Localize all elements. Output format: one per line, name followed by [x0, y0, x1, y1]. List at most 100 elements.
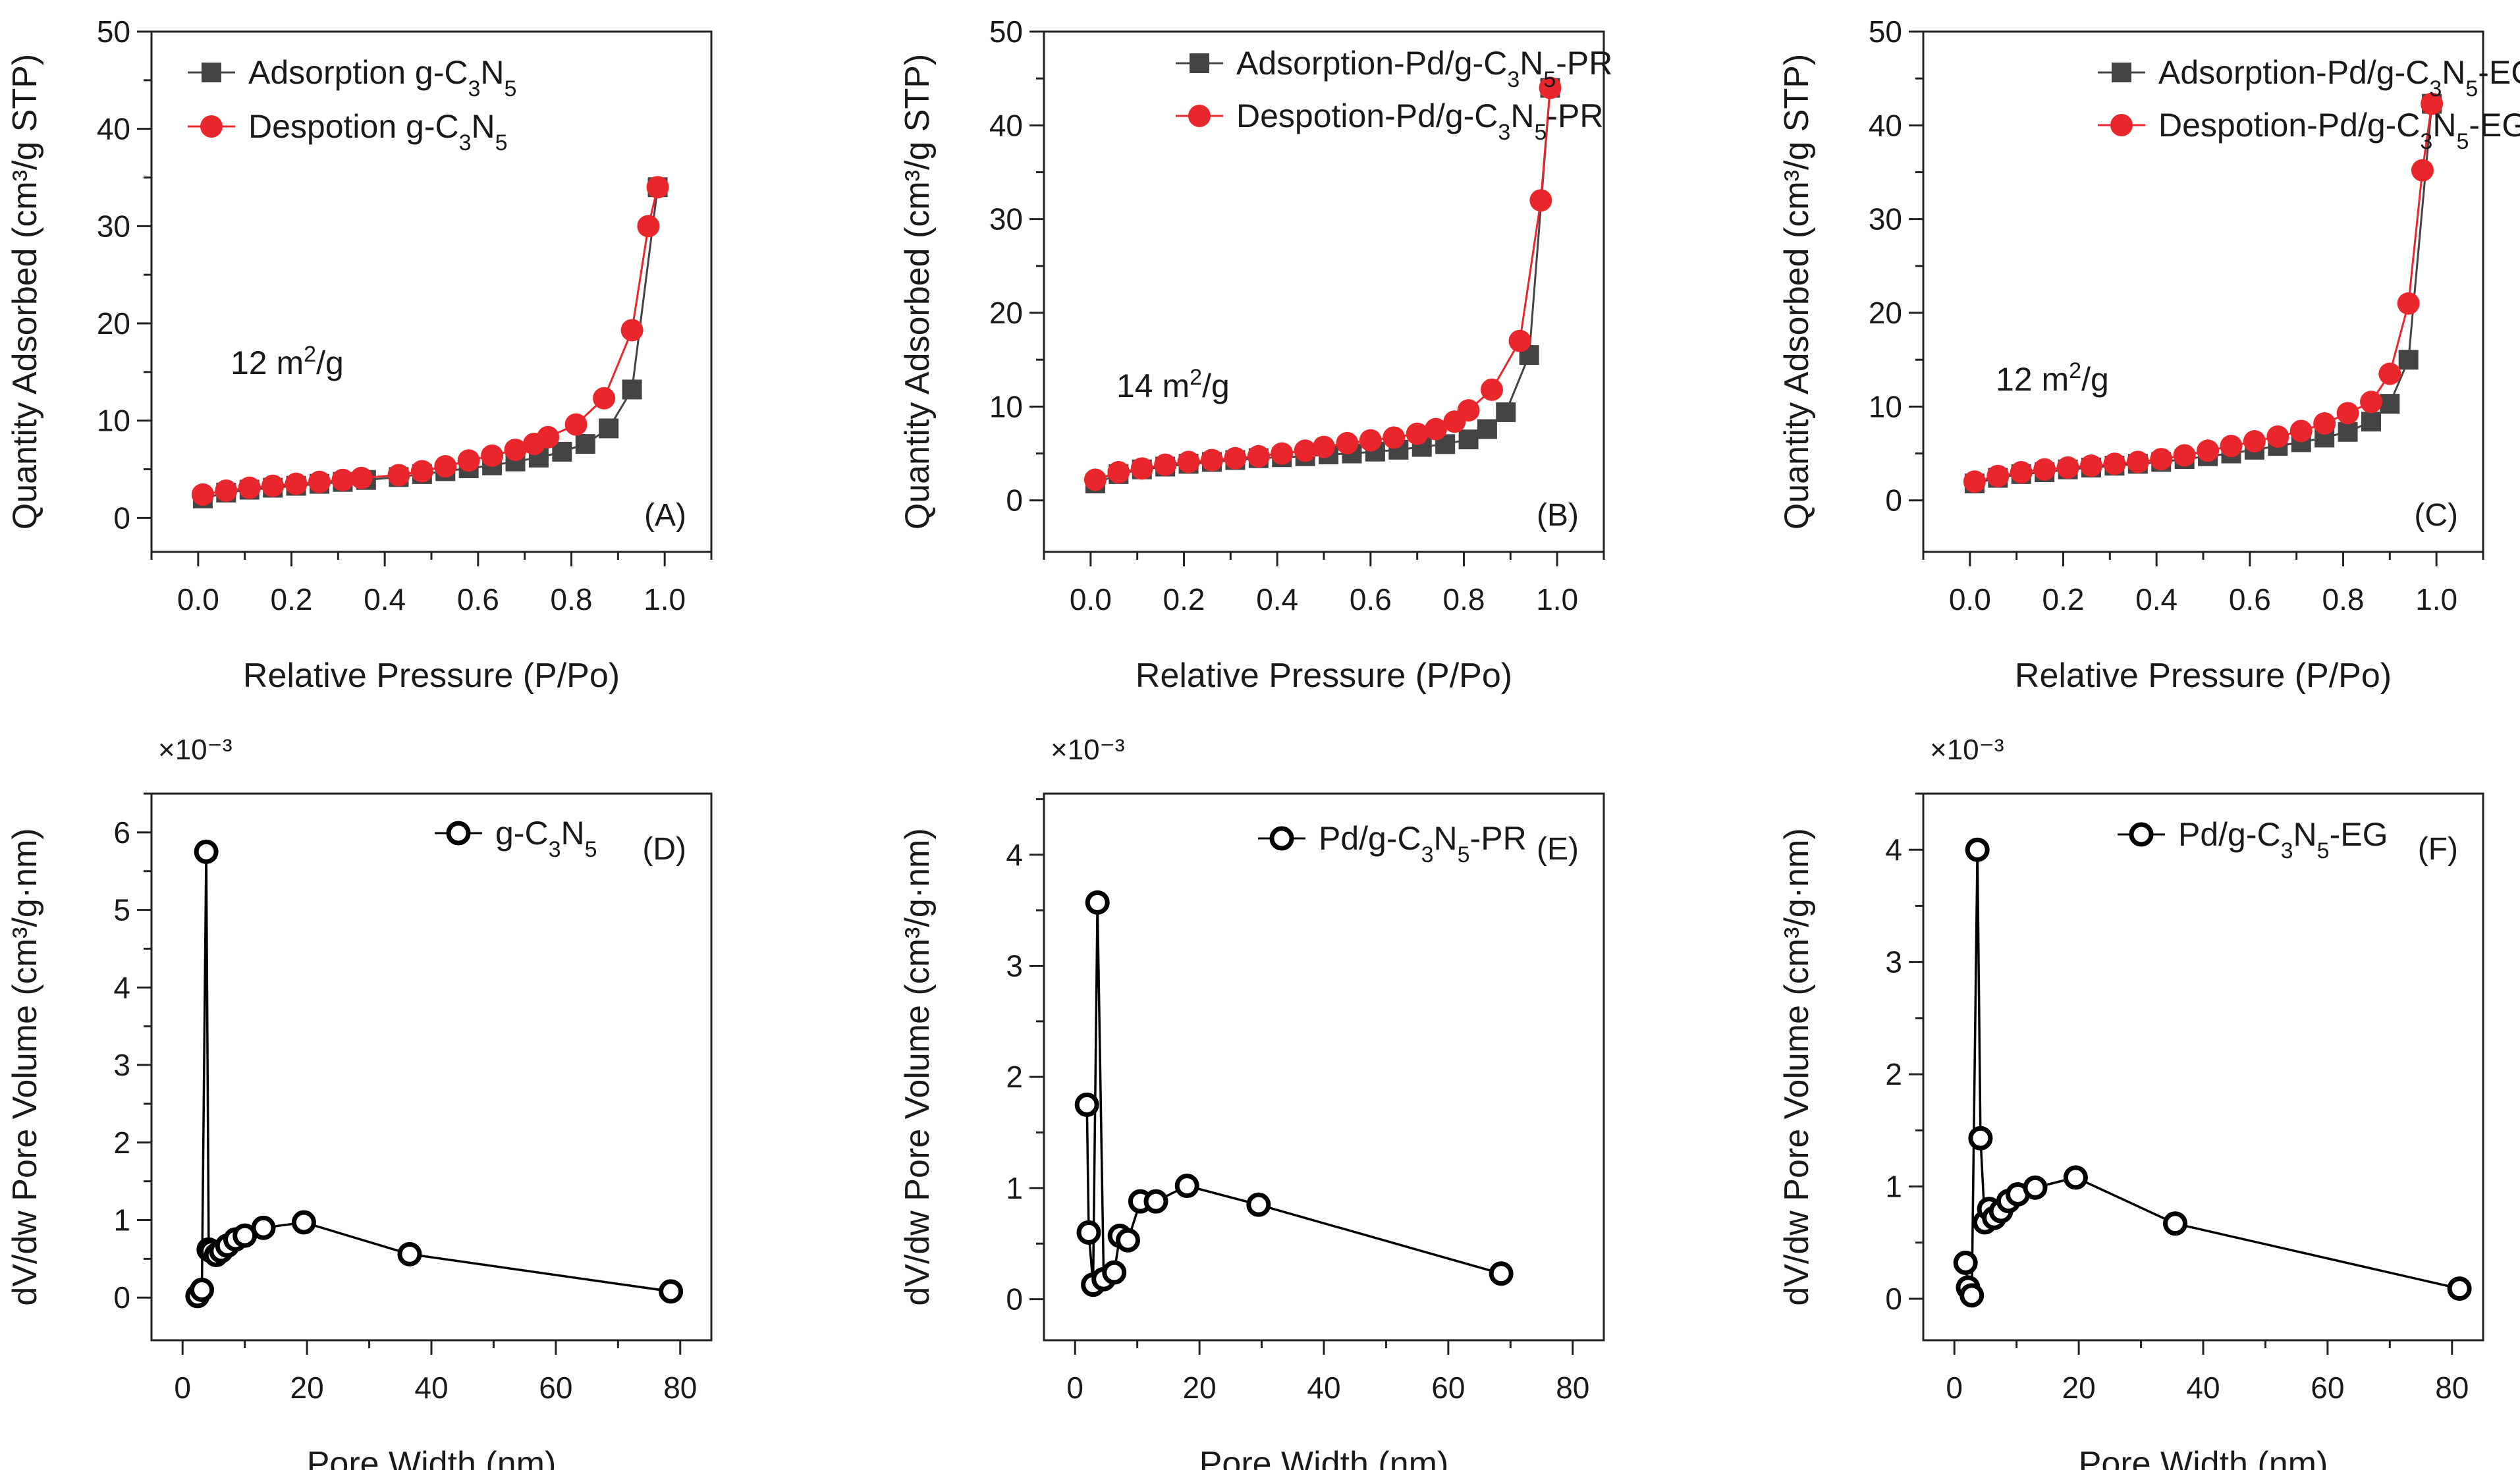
x-tick-label: 60: [1431, 1371, 1465, 1405]
data-point: [2150, 448, 2173, 471]
data-point: [481, 444, 504, 467]
x-axis-label: Pore Width (nm): [2079, 1445, 2328, 1470]
x-tick-label: 20: [290, 1371, 324, 1405]
data-point: [1154, 453, 1177, 476]
data-point: [457, 449, 480, 472]
x-tick-label: 60: [539, 1371, 572, 1405]
legend-label: g-C3N5: [495, 815, 597, 862]
data-point: [2056, 456, 2079, 479]
y-tick-label: 30: [1869, 202, 1902, 236]
data-point: [1383, 426, 1406, 449]
data-point: [238, 476, 261, 499]
data-point: [1458, 429, 1479, 450]
legend-entry-1: Pd/g-C3N5-PR: [1258, 820, 1527, 867]
x-tick-label: 80: [663, 1371, 697, 1405]
data-point: [251, 1215, 276, 1240]
x-tick-label: 0.6: [2229, 582, 2271, 616]
data-point: [2289, 420, 2313, 443]
y-tick-label: 4: [1006, 838, 1023, 872]
data-point: [1406, 422, 1429, 445]
data-point: [593, 387, 616, 410]
data-point: [1963, 470, 1986, 493]
data-point: [575, 434, 595, 454]
y-tick-label: 30: [97, 209, 130, 243]
panel-label: (B): [1537, 498, 1579, 533]
data-point: [504, 438, 527, 461]
y-tick-label: 1: [1006, 1171, 1023, 1205]
y-tick-label: 50: [97, 14, 130, 49]
data-point: [659, 1279, 684, 1304]
y-tick-label: 50: [989, 14, 1023, 49]
panel-label: (D): [642, 832, 686, 867]
data-point: [2397, 292, 2420, 315]
x-tick-label: 0: [174, 1371, 191, 1405]
y-tick-label: 40: [97, 112, 130, 146]
data-point: [1143, 1189, 1168, 1214]
legend-label: Adsorption-Pd/g-C3N5-EG: [2158, 54, 2520, 101]
data-point: [1986, 464, 2010, 487]
y-tick-label: 0: [113, 1280, 130, 1315]
x-tick-label: 0.8: [2322, 582, 2365, 616]
x-tick-label: 0.0: [1070, 582, 1112, 616]
data-point: [2033, 458, 2056, 481]
x-tick-label: 20: [1183, 1371, 1217, 1405]
data-point: [1425, 418, 1447, 441]
data-point: [1076, 1220, 1101, 1245]
surface-area-annotation: 14 m2/g: [1116, 365, 1230, 404]
y-tick-label: 50: [1869, 14, 1902, 49]
surface-area-annotation: 12 m2/g: [231, 342, 344, 381]
x-tick-label: 0.6: [1350, 582, 1392, 616]
data-point: [308, 470, 331, 493]
y-axis-label: Quantity Adsorbed (cm³/g STP): [1778, 54, 1816, 530]
x-tick-label: 0.4: [1256, 582, 1298, 616]
y-tick-label: 2: [1885, 1057, 1902, 1091]
y-tick-label: 4: [1885, 832, 1902, 867]
data-point: [2313, 412, 2336, 435]
legend-entry-1: Adsorption g-C3N5: [188, 54, 516, 101]
data-point: [1116, 1228, 1140, 1253]
data-point: [1359, 429, 1382, 452]
legend-entry-2: Despotion g-C3N5: [188, 108, 508, 155]
legend-label: Adsorption-Pd/g-C3N5-PR: [1236, 45, 1612, 92]
x-tick-label: 80: [1556, 1371, 1589, 1405]
y-tick-label: 10: [1869, 389, 1902, 423]
chart-panel-a: 0.0 0.2 0.4 0.6 0.8 1.0 0 10 20 30 40 50 Relative Pr…: [6, 14, 713, 695]
data-point: [1247, 445, 1270, 468]
data-point: [2338, 422, 2358, 442]
data-point: [2220, 435, 2243, 458]
y-tick-label: 0: [1885, 483, 1902, 518]
data-point: [2421, 92, 2444, 115]
data-point: [190, 1277, 214, 1302]
panel-label: (C): [2414, 498, 2458, 533]
legend-marker: [446, 821, 471, 846]
data-point: [285, 472, 308, 495]
data-point: [2103, 452, 2126, 476]
data-point: [2243, 430, 2266, 453]
x-axis-label: Relative Pressure (P/Po): [2015, 657, 2392, 695]
data-point: [599, 418, 619, 439]
data-point: [1201, 449, 1223, 472]
y-tick-label: 3: [1006, 948, 1023, 983]
x-axis-label: Pore Width (nm): [307, 1445, 557, 1470]
y-tick-label: 10: [989, 389, 1023, 423]
y-tick-label: 40: [989, 108, 1023, 142]
data-point: [2163, 1211, 2187, 1236]
data-point: [2010, 461, 2033, 484]
legend-label: Despotion g-C3N5: [248, 108, 508, 155]
axis-multiplier: ×10⁻³: [1930, 734, 2004, 766]
y-axis-label: Quantity Adsorbed (cm³/g STP): [6, 54, 44, 530]
data-point: [1965, 837, 1990, 862]
data-point: [387, 464, 410, 487]
x-tick-label: 0.0: [177, 582, 219, 616]
y-tick-label: 20: [1869, 296, 1902, 330]
data-point: [2266, 425, 2289, 448]
data-point: [1477, 419, 1497, 439]
plot-frame: [1043, 792, 1605, 1342]
series-line-1: [1964, 850, 2460, 1296]
data-point: [2063, 1165, 2088, 1190]
data-point: [1959, 1283, 1985, 1308]
y-tick-label: 5: [113, 893, 130, 927]
x-tick-label: 0.4: [2135, 582, 2178, 616]
axis-multiplier: ×10⁻³: [158, 734, 233, 766]
